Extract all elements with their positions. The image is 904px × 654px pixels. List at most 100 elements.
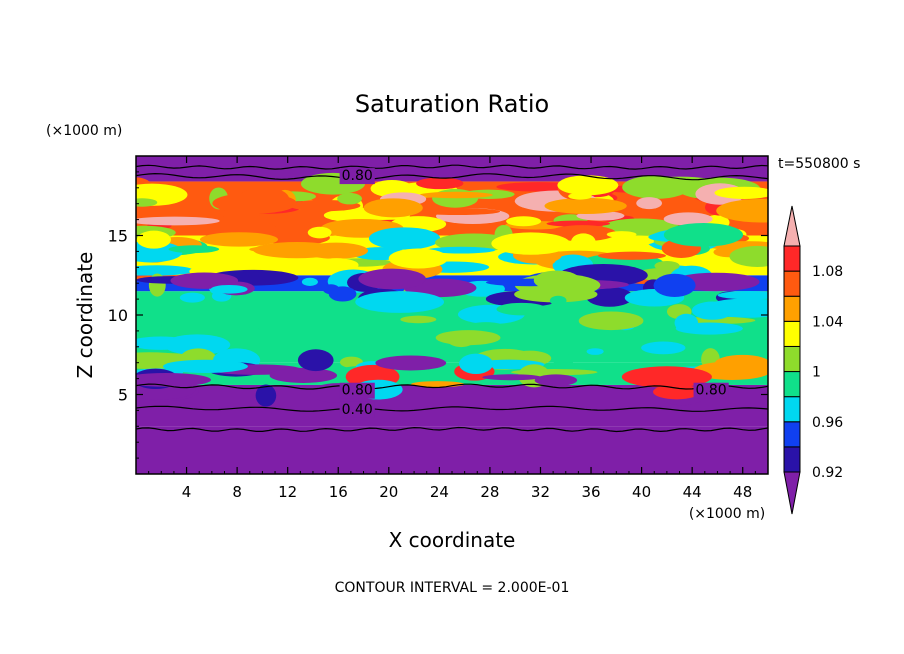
colorbar-box-8 <box>783 245 801 272</box>
field-patch-93 <box>199 232 278 247</box>
colorbar: 0.92 0.96 1 1.04 1.08 <box>783 205 843 515</box>
y-tick-label-10: 10 <box>108 306 128 325</box>
field-patch-60 <box>663 212 713 226</box>
field-patch-94 <box>622 235 656 245</box>
colorbar-box-3 <box>783 371 801 398</box>
x-tick-label-36: 36 <box>581 483 600 501</box>
field-patch-115 <box>249 246 299 253</box>
field-patch-43 <box>136 198 158 207</box>
field-patch-141 <box>179 292 205 303</box>
field-patch-180 <box>586 348 604 355</box>
contour-line-4 <box>136 426 768 433</box>
field-patch-123 <box>535 254 556 266</box>
contour-label-2: 0.40 <box>342 402 373 418</box>
field-patch-46 <box>136 216 220 226</box>
field-patch-118 <box>388 248 448 269</box>
field-patch-55 <box>716 198 768 223</box>
field-patch-130 <box>586 286 633 307</box>
field-patch-197 <box>163 334 231 356</box>
x-tick-label-24: 24 <box>430 483 449 501</box>
x-tick-label-32: 32 <box>531 483 550 501</box>
field-patch-209 <box>675 322 743 335</box>
contour-label-bg-1 <box>339 382 375 399</box>
field-patch-113 <box>427 246 496 254</box>
colorbar-label-1: 0.96 <box>812 415 843 431</box>
colorbar-box-6 <box>783 295 801 322</box>
field-patch-62 <box>337 192 363 205</box>
field-patch-157 <box>514 286 598 303</box>
contour-line-3 <box>136 405 768 412</box>
value-layer-0 <box>136 426 768 474</box>
field-patch-125 <box>239 260 313 272</box>
contour-line-2 <box>136 383 768 390</box>
field-patch-181 <box>549 295 567 306</box>
x-tick-label-48: 48 <box>733 483 752 501</box>
field-patch-88 <box>136 265 194 276</box>
field-patch-228 <box>269 367 338 384</box>
field-patch-235 <box>297 349 334 372</box>
chart-title: Saturation Ratio <box>355 90 549 118</box>
field-patch-174 <box>641 341 686 355</box>
field-patch-114 <box>548 225 617 242</box>
field-patch-48 <box>211 220 277 237</box>
colorbar-label-4: 1.08 <box>812 264 843 280</box>
field-patch-61 <box>212 192 297 214</box>
field-patch-66 <box>636 197 662 210</box>
contour-label-bg-3 <box>693 382 729 399</box>
x-tick-label-20: 20 <box>379 483 398 501</box>
colorbar-box-4 <box>783 345 801 373</box>
field-patch-188 <box>355 291 445 313</box>
field-patch-169 <box>533 270 581 291</box>
field-patch-214 <box>692 361 768 381</box>
time-label: t=550800 s <box>778 156 860 172</box>
field-patch-104 <box>168 245 220 254</box>
field-patch-100 <box>303 242 369 259</box>
contour-label-1: 0.80 <box>342 383 373 399</box>
field-patch-109 <box>307 226 332 239</box>
field-patch-122 <box>663 223 744 247</box>
field-patch-69 <box>506 216 542 227</box>
field-patch-126 <box>491 232 571 255</box>
field-patch-176 <box>553 353 573 372</box>
field-patch-166 <box>210 284 248 294</box>
x-tick-label-28: 28 <box>480 483 499 501</box>
x-tick-label-44: 44 <box>683 483 702 501</box>
field-patch-53 <box>363 198 423 218</box>
field-patch-120 <box>314 258 359 272</box>
field-patch-230 <box>162 359 248 373</box>
field-patch-198 <box>691 301 733 320</box>
field-patch-128 <box>729 245 768 267</box>
contour-label-0: 0.80 <box>342 168 373 184</box>
y-tick-label-15: 15 <box>108 227 128 246</box>
colorbar-box-2 <box>783 396 801 423</box>
field-patch-40 <box>622 175 690 199</box>
field-patch-219 <box>255 384 277 407</box>
field-patch-124 <box>136 230 172 249</box>
x-axis-label: X coordinate <box>389 528 516 552</box>
x-units-label: (×1000 m) <box>689 506 765 522</box>
colorbar-arrow-bottom <box>783 471 801 515</box>
field-patch-37 <box>419 191 493 199</box>
colorbar-label-2: 1 <box>812 365 821 381</box>
contour-label-3: 0.80 <box>696 383 727 399</box>
field-patch-172 <box>244 326 263 347</box>
colorbar-label-3: 1.04 <box>812 314 843 330</box>
contour-label-bg-2 <box>339 401 375 418</box>
field-patch-68 <box>568 192 592 200</box>
field-patch-52 <box>714 186 768 199</box>
field-patch-140 <box>301 277 318 287</box>
field-patch-179 <box>435 330 501 346</box>
field-patch-127 <box>606 231 637 238</box>
field-patch-73 <box>368 227 441 250</box>
field-patch-220 <box>621 366 712 388</box>
field-patch-193 <box>496 302 547 316</box>
field-patch-161 <box>170 272 239 289</box>
x-tick-label-8: 8 <box>232 483 242 501</box>
contour-field <box>136 156 768 474</box>
field-patch-129 <box>571 233 596 251</box>
field-patch-232 <box>375 355 447 371</box>
x-tick-label-12: 12 <box>278 483 297 501</box>
field-patch-59 <box>544 197 627 214</box>
colorbar-box-0 <box>783 446 801 473</box>
